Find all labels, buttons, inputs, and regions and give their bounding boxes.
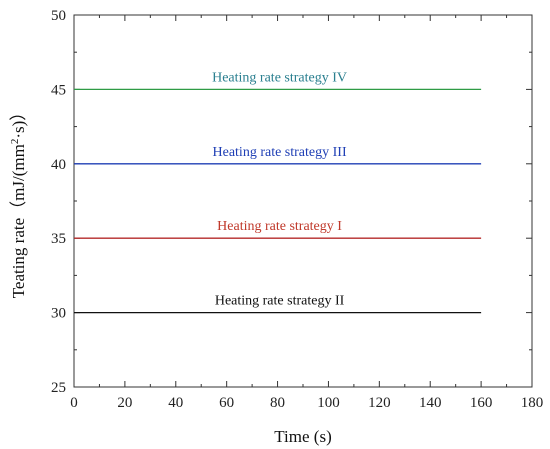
y-tick-label: 35 (51, 231, 66, 247)
plot-area: Heating rate strategy IV Heating rate str… (51, 8, 543, 411)
series-label-3: Heating rate strategy II (215, 294, 345, 309)
y-tick-labels: 25 30 35 40 45 50 (51, 8, 66, 396)
x-axis-title: Time (s) (274, 427, 331, 446)
x-tick-label: 40 (168, 395, 183, 411)
y-tick-label: 25 (51, 380, 66, 396)
x-tick-label: 100 (317, 395, 340, 411)
axis-ticks (73, 14, 533, 388)
x-tick-label: 60 (219, 395, 234, 411)
y-tick-label: 45 (51, 82, 66, 98)
y-axis-title-main: Teating rate（mJ/(mm (9, 144, 28, 298)
x-tick-label: 120 (368, 395, 391, 411)
series-labels: Heating rate strategy IV Heating rate str… (212, 70, 347, 308)
x-tick-label: 20 (117, 395, 132, 411)
series-label-1: Heating rate strategy III (213, 145, 347, 160)
series-lines (74, 88, 482, 314)
x-tick-label: 0 (70, 395, 78, 411)
y-tick-label: 40 (51, 157, 66, 173)
y-axis-title-tail: ·s)） (9, 104, 28, 139)
x-tick-label: 160 (470, 395, 493, 411)
y-axis-title-superscript: 2 (9, 139, 21, 145)
x-tick-labels: 0 20 40 60 80 100 120 140 160 180 (70, 395, 543, 411)
y-tick-label: 30 (51, 306, 66, 322)
y-tick-label: 50 (51, 8, 66, 24)
x-tick-label: 180 (521, 395, 544, 411)
series-label-2: Heating rate strategy I (217, 219, 342, 234)
x-tick-label: 140 (419, 395, 442, 411)
y-axis-title: Teating rate（mJ/(mm2·s)） (9, 104, 28, 299)
series-label-0: Heating rate strategy IV (212, 70, 347, 85)
x-tick-label: 80 (270, 395, 285, 411)
